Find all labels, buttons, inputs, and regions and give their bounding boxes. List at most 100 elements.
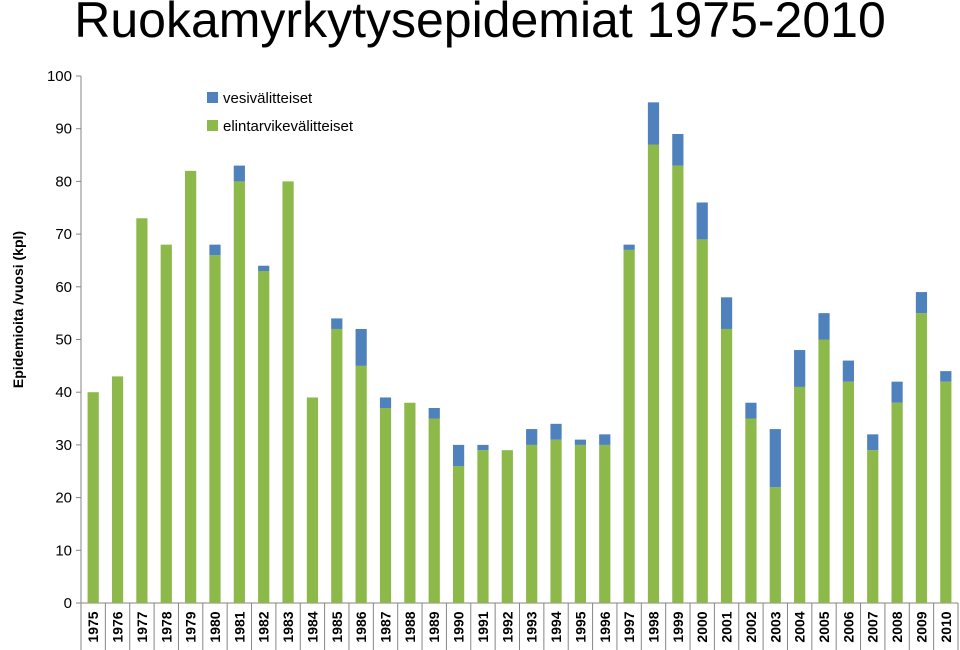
- bar-food-2003: [769, 487, 781, 603]
- legend: vesivälitteiset elintarvikevälitteiset: [207, 90, 354, 135]
- x-tick-label: 1978: [158, 611, 174, 642]
- x-tick-label: 2010: [938, 611, 954, 642]
- bar-water-2001: [720, 297, 733, 329]
- bars: [87, 102, 952, 604]
- y-tick-label: 80: [55, 173, 72, 190]
- bar-water-2002: [745, 402, 757, 419]
- x-tick-label: 2000: [694, 611, 710, 642]
- x-tick-label: 1987: [378, 611, 394, 642]
- bar-food-2004: [794, 386, 806, 603]
- x-tick-label: 1999: [670, 611, 686, 642]
- y-tick-label: 50: [55, 332, 72, 349]
- x-tick-label: 1983: [280, 611, 296, 642]
- chart-title: Ruokamyrkytysepidemiat 1975-2010: [74, 0, 886, 48]
- legend-swatch: [207, 92, 218, 103]
- y-tick-label: 20: [55, 490, 72, 507]
- bar-food-1981: [233, 181, 245, 603]
- bar-food-2000: [696, 239, 708, 603]
- y-tick-label: 10: [55, 542, 72, 559]
- x-tick-label: 1993: [524, 611, 540, 642]
- bar-water-2004: [794, 350, 806, 387]
- bar-water-1994: [550, 423, 562, 440]
- y-tick-label: 0: [64, 595, 72, 612]
- bar-water-1980: [209, 244, 221, 256]
- bar-food-1980: [209, 255, 221, 603]
- bar-water-1981: [233, 165, 245, 182]
- x-tick-label: 2004: [792, 611, 808, 642]
- bar-water-1995: [574, 439, 587, 445]
- x-tick-label: 1985: [329, 611, 345, 642]
- bar-food-1993: [526, 444, 538, 603]
- bar-water-1989: [428, 408, 440, 419]
- y-axis: 0 10 20 30 40 50 60 70 80 90 100: [47, 68, 82, 612]
- bar-food-1996: [599, 444, 611, 603]
- bar-food-1991: [477, 450, 489, 603]
- x-tick-label: 1980: [207, 611, 223, 642]
- bar-water-1985: [331, 318, 343, 329]
- x-tick-label: 1992: [499, 611, 515, 642]
- bar-food-1997: [623, 249, 635, 603]
- x-tick-label: 1995: [572, 611, 588, 642]
- bar-food-1983: [282, 181, 294, 603]
- x-tick-label: 1994: [548, 611, 564, 642]
- x-tick-label: 1997: [621, 611, 637, 642]
- bar-food-1987: [379, 408, 392, 603]
- x-tick-label: 1991: [475, 611, 491, 642]
- bar-water-1999: [672, 133, 684, 166]
- bar-food-1982: [258, 270, 270, 603]
- y-tick-label: 100: [47, 68, 72, 85]
- bar-food-1999: [672, 165, 684, 603]
- bar-water-1982: [258, 265, 270, 271]
- bar-food-1989: [428, 418, 440, 603]
- x-tick-label: 2007: [865, 611, 881, 642]
- bar-water-2007: [867, 434, 879, 451]
- bar-water-2000: [696, 202, 708, 240]
- bar-water-2006: [842, 360, 854, 382]
- x-tick-label: 1990: [451, 611, 467, 642]
- x-axis: 1975 1976 1977 1978 1979 1980 1981 1982 1983 1984…: [80, 602, 959, 650]
- legend-swatch: [207, 120, 218, 131]
- bar-food-1995: [574, 444, 587, 603]
- x-tick-label: 1998: [645, 611, 661, 642]
- x-tick-label: 2009: [913, 611, 929, 642]
- x-tick-label: 1989: [426, 611, 442, 642]
- x-tick-label: 1977: [134, 611, 150, 642]
- x-tick-label: 2001: [719, 611, 735, 642]
- bar-food-1994: [550, 439, 562, 603]
- bar-water-1997: [623, 244, 635, 250]
- bar-food-2006: [842, 381, 854, 603]
- bar-food-1988: [404, 402, 416, 603]
- x-tick-label: 1984: [304, 611, 320, 642]
- x-tick-label: 1981: [231, 611, 247, 642]
- y-tick-label: 60: [55, 279, 72, 296]
- bar-food-1978: [160, 244, 172, 603]
- bar-food-1990: [452, 465, 465, 603]
- x-tick-label: 2008: [889, 611, 905, 642]
- y-axis-label: Epidemioita /vuosi (kpl): [10, 231, 26, 388]
- bar-food-2010: [940, 381, 952, 603]
- bar-food-1986: [355, 365, 367, 603]
- x-tick-label: 2006: [840, 611, 856, 642]
- bar-water-2003: [769, 429, 781, 488]
- bar-water-2009: [915, 292, 928, 314]
- y-tick-label: 70: [55, 226, 72, 243]
- bar-food-2009: [915, 313, 928, 603]
- x-tick-label: 1988: [402, 611, 418, 642]
- x-tick-label: 1975: [85, 611, 101, 642]
- legend-entry: elintarvikevälitteiset: [223, 118, 354, 135]
- bar-water-2005: [818, 313, 830, 340]
- bar-water-1993: [526, 429, 538, 445]
- y-tick-label: 40: [55, 384, 72, 401]
- bar-food-2002: [745, 418, 757, 603]
- bar-water-1987: [379, 397, 392, 409]
- bar-water-2008: [891, 381, 903, 403]
- bar-water-1991: [477, 444, 489, 451]
- bar-food-2008: [891, 402, 903, 603]
- x-tick-label: 1986: [353, 611, 369, 642]
- bar-food-1985: [331, 328, 343, 603]
- bar-food-2007: [867, 450, 879, 603]
- bar-food-2001: [720, 328, 733, 603]
- bar-food-1975: [87, 392, 99, 603]
- bar-water-1996: [599, 434, 611, 445]
- bar-food-1976: [111, 376, 124, 603]
